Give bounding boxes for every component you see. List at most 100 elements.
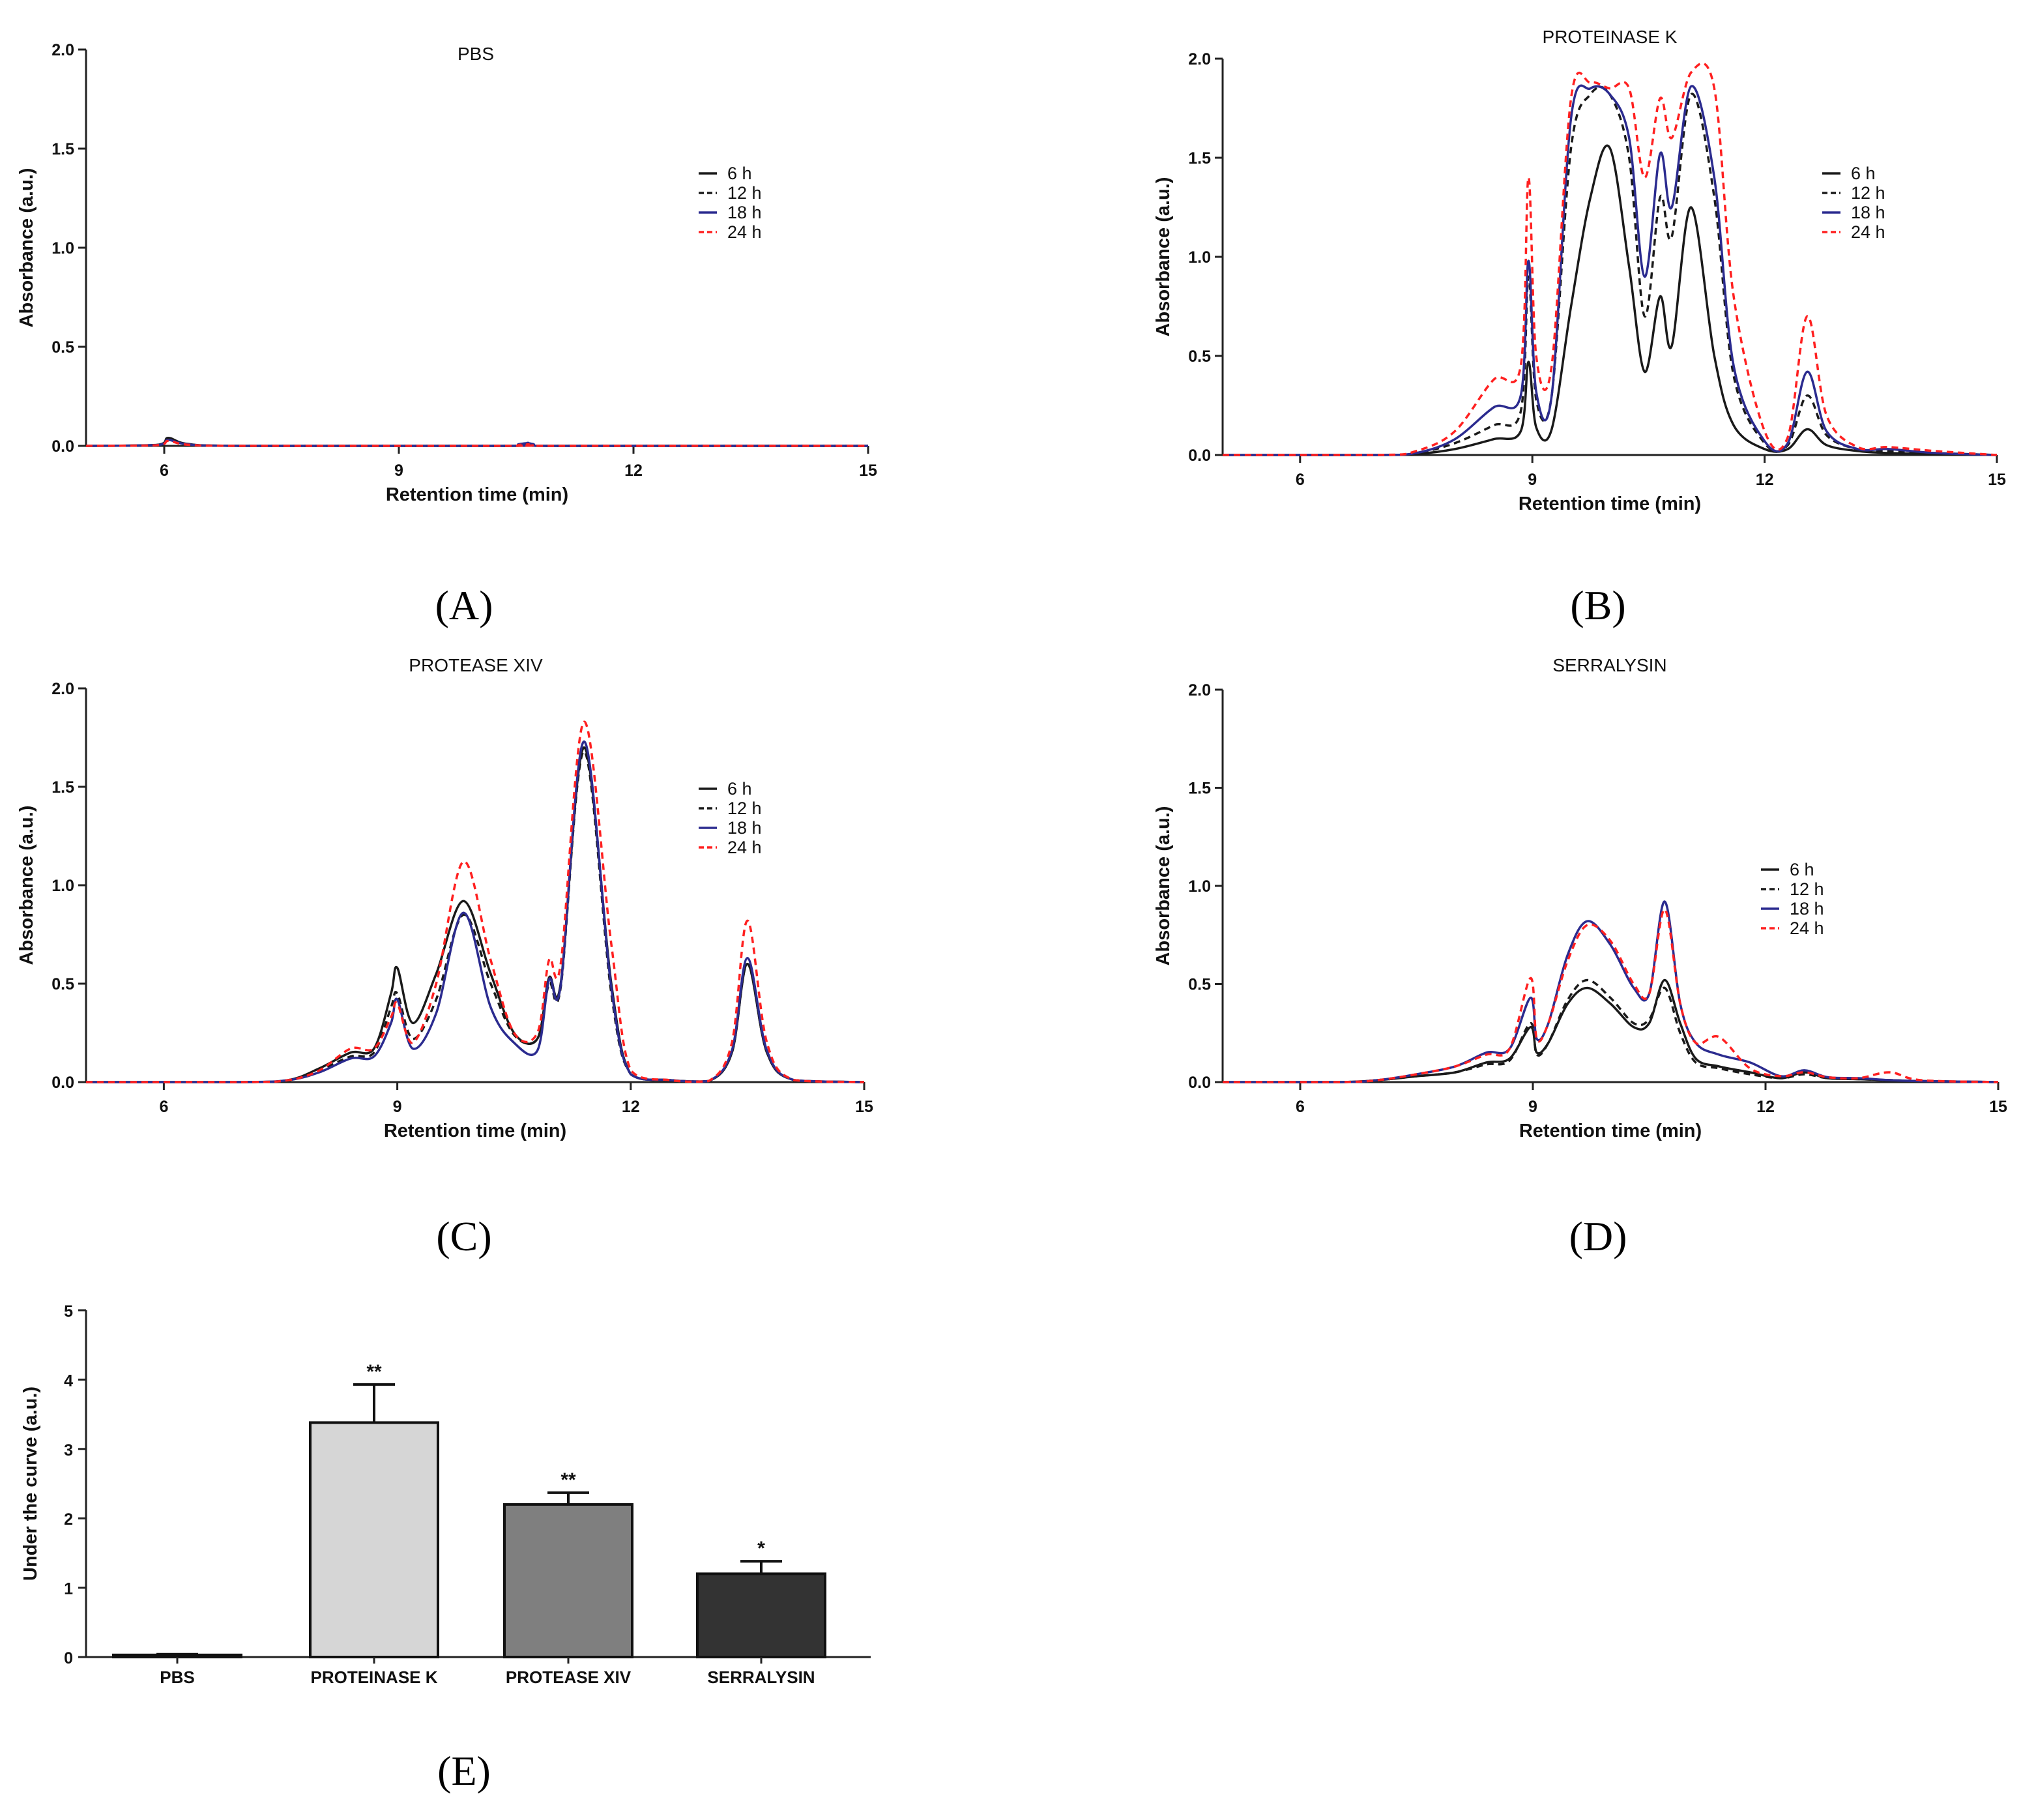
legend-label: 12 h <box>727 799 762 818</box>
significance-marker: ** <box>366 1361 382 1383</box>
legend-label: 18 h <box>1790 899 1824 918</box>
chart-panel-e: 0 1 2 3 4 5 Under the curve (a.u.) PBS ** PROTEIN… <box>20 1302 871 1687</box>
legend-label: 6 h <box>1790 860 1814 879</box>
x-tick-label: 12 <box>624 462 643 480</box>
x-axis-label: Retention time (min) <box>1519 1121 1702 1141</box>
y-tick-label: 0.5 <box>1188 347 1211 366</box>
y-tick-label: 1.0 <box>51 877 74 895</box>
bar <box>696 1572 826 1659</box>
y-tick-label: 5 <box>64 1302 73 1321</box>
legend-label: 24 h <box>1851 222 1885 242</box>
y-tick-label: 2.0 <box>1188 50 1211 68</box>
legend-label: 24 h <box>1790 918 1824 938</box>
y-axis-label: Absorbance (a.u.) <box>16 806 37 965</box>
x-tick-label: PBS <box>160 1667 194 1687</box>
y-tick-label: 1.0 <box>1188 877 1211 896</box>
chart-title: PROTEINASE K <box>1543 27 1678 47</box>
x-axis-label: Retention time (min) <box>1519 493 1701 514</box>
legend-label: 6 h <box>727 779 752 799</box>
x-axis-label: Retention time (min) <box>386 484 568 505</box>
panel-label-e: (E) <box>437 1748 491 1794</box>
y-axis-label: Absorbance (a.u.) <box>1153 177 1174 337</box>
y-axis-label: Under the curve (a.u.) <box>20 1387 41 1581</box>
chart-panel-d: SERRALYSIN 0.0 0.5 1.0 1.5 2.0 6 9 12 15 Retentio… <box>1153 655 2007 1141</box>
y-tick-label: 1.5 <box>1188 780 1211 798</box>
x-tick-label: 15 <box>1988 471 2006 489</box>
y-tick-label: 2.0 <box>1188 681 1211 699</box>
legend-label: 12 h <box>1790 879 1824 899</box>
series-line-18h <box>86 740 865 1083</box>
bar <box>309 1421 439 1658</box>
x-tick-label: PROTEASE XIV <box>506 1667 632 1687</box>
y-axis-label: Absorbance (a.u.) <box>1153 806 1174 966</box>
series-line-18h <box>1223 84 1998 456</box>
x-tick-label: 6 <box>1296 1098 1305 1116</box>
x-tick-label: 6 <box>1296 471 1305 489</box>
series-line-24h <box>86 720 865 1083</box>
series-line-18h <box>1223 900 1999 1083</box>
panel-label-c: (C) <box>436 1213 491 1259</box>
series-line-24h <box>85 439 868 447</box>
x-tick-label: PROTEINASE K <box>310 1667 437 1687</box>
significance-marker: * <box>757 1538 765 1559</box>
y-tick-label: 0.0 <box>1188 1074 1211 1092</box>
panel-label-b: (B) <box>1570 582 1625 628</box>
x-tick-label: 9 <box>1528 471 1537 489</box>
legend-label: 6 h <box>727 164 752 183</box>
y-tick-label: 1.5 <box>1188 149 1211 168</box>
y-tick-label: 3 <box>64 1441 73 1460</box>
chart-title: SERRALYSIN <box>1552 655 1666 675</box>
legend-label: 24 h <box>727 222 762 242</box>
panel-label-a: (A) <box>435 582 493 628</box>
legend-label: 18 h <box>727 818 762 838</box>
legend-label: 12 h <box>1851 183 1885 203</box>
x-tick-label: 6 <box>160 462 169 480</box>
chart-panel-a: PBS 0.0 0.5 1.0 1.5 2.0 6 9 12 15 Retention time … <box>16 41 877 505</box>
legend-label: 24 h <box>727 838 762 857</box>
significance-marker: ** <box>560 1469 576 1491</box>
x-tick-label: 12 <box>1756 471 1774 489</box>
y-tick-label: 4 <box>64 1372 73 1390</box>
x-tick-label: 12 <box>1756 1098 1775 1116</box>
panel-label-d: (D) <box>1569 1213 1627 1259</box>
y-tick-label: 0.0 <box>51 437 74 456</box>
y-tick-label: 1.5 <box>51 778 74 797</box>
y-tick-label: 0.0 <box>1188 447 1211 465</box>
y-tick-label: 2.0 <box>51 680 74 698</box>
series-line-12h <box>86 750 865 1083</box>
x-tick-label: 9 <box>394 462 403 480</box>
y-tick-label: 2 <box>64 1510 73 1529</box>
x-tick-label: 15 <box>855 1098 873 1116</box>
series-line-12h <box>1223 85 1998 456</box>
y-tick-label: 0.0 <box>51 1074 74 1092</box>
legend-label: 6 h <box>1851 164 1876 183</box>
chart-panel-c: PROTEASE XIV 0.0 0.5 1.0 1.5 2.0 6 9 12 15 Retent… <box>16 655 873 1141</box>
legend-label: 12 h <box>727 183 762 203</box>
series-line-6h <box>1223 144 1998 456</box>
x-tick-label: 9 <box>393 1098 402 1116</box>
y-tick-label: 1.5 <box>51 140 74 158</box>
y-tick-label: 1.0 <box>51 239 74 257</box>
y-tick-label: 0.5 <box>1188 976 1211 994</box>
x-axis-label: Retention time (min) <box>384 1121 566 1141</box>
series-line-12h <box>1223 978 1999 1083</box>
x-tick-label: 9 <box>1528 1098 1537 1116</box>
x-tick-label: SERRALYSIN <box>707 1667 815 1687</box>
y-tick-label: 0 <box>64 1649 73 1667</box>
y-tick-label: 1.0 <box>1188 248 1211 267</box>
series-line-6h <box>1223 978 1999 1083</box>
legend-label: 18 h <box>727 203 762 222</box>
y-tick-label: 2.0 <box>51 41 74 59</box>
legend-label: 18 h <box>1851 203 1885 222</box>
y-tick-label: 0.5 <box>51 338 74 357</box>
series-line-24h <box>1223 908 1999 1083</box>
x-tick-label: 15 <box>859 462 877 480</box>
y-tick-label: 1 <box>64 1580 73 1598</box>
chart-panel-b: PROTEINASE K 0.0 0.5 1.0 1.5 2.0 6 9 12 15 Retent… <box>1153 27 2006 514</box>
bar <box>112 1653 242 1659</box>
series-line-24h <box>1223 62 1998 456</box>
x-tick-label: 15 <box>1989 1098 2007 1116</box>
chart-title: PROTEASE XIV <box>409 655 543 675</box>
x-tick-label: 12 <box>622 1098 640 1116</box>
